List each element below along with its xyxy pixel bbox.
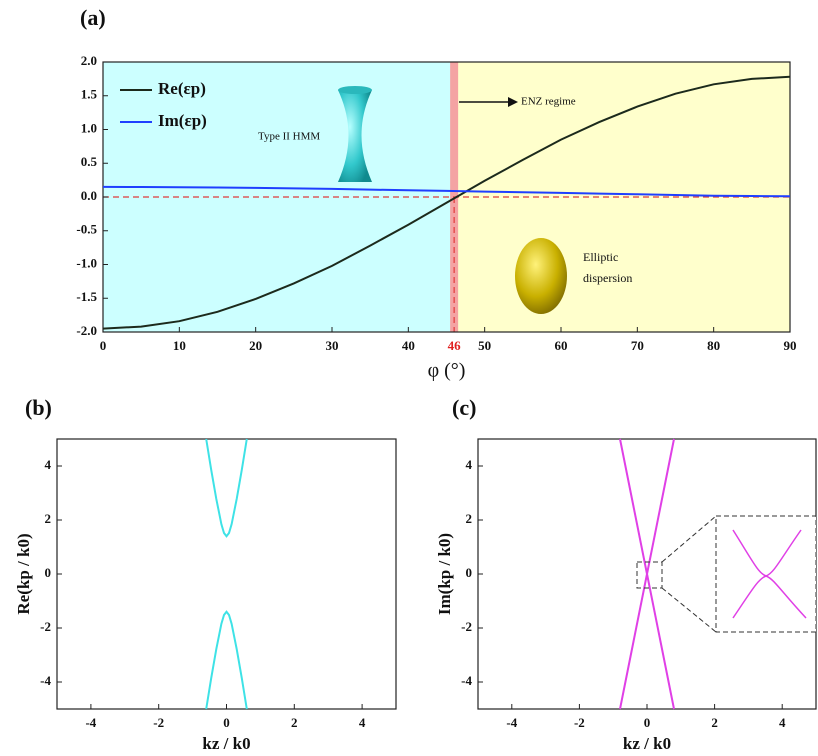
panel-title: (a) [80, 5, 106, 30]
highlight-label: 46 [448, 338, 462, 353]
x-tick-label: 0 [644, 715, 651, 730]
legend-label: Re(εp) [158, 79, 206, 98]
x-axis-label: φ (°) [428, 360, 466, 382]
ellipsoid-icon [515, 238, 567, 314]
y-tick-label: 1.0 [81, 120, 97, 135]
y-tick-label: -4 [461, 673, 472, 688]
y-tick-label: 4 [45, 457, 52, 472]
x-tick-label: 0 [223, 715, 230, 730]
annotation: dispersion [583, 271, 632, 285]
x-tick-label: 60 [555, 338, 568, 353]
x-tick-label: -4 [506, 715, 517, 730]
y-tick-label: -1.0 [76, 255, 97, 270]
x-tick-label: 50 [478, 338, 491, 353]
y-axis-label: Re(kp / k0) [14, 533, 33, 614]
figure: -2.0-1.5-1.0-0.50.00.51.01.52.0010203040… [0, 0, 818, 756]
y-tick-label: 0.5 [81, 154, 98, 169]
series-line [206, 612, 247, 709]
y-tick-label: -2 [40, 619, 51, 634]
y-tick-label: -0.5 [76, 222, 97, 237]
y-tick-label: -2.0 [76, 323, 97, 338]
x-tick-label: -2 [574, 715, 585, 730]
x-tick-label: 4 [779, 715, 786, 730]
inset [637, 516, 816, 632]
annotation: Type II HMM [258, 131, 320, 143]
plot-frame [57, 439, 396, 709]
x-tick-label: -4 [85, 715, 96, 730]
x-tick-label: 70 [631, 338, 644, 353]
legend-label: Im(εp) [158, 111, 207, 130]
x-tick-label: 2 [291, 715, 298, 730]
y-tick-label: 2 [466, 511, 473, 526]
annotation: Elliptic [583, 250, 618, 264]
x-axis-label: kz / k0 [623, 734, 671, 753]
panel: -4 -2 0 2 4 -4 -2 0 2 4 (b) kz / k0 Re(kp / k0) [14, 395, 396, 753]
series-line [206, 439, 247, 536]
y-tick-label: -1.5 [76, 289, 97, 304]
y-tick-label: 0 [466, 565, 473, 580]
x-tick-label: 90 [784, 338, 797, 353]
y-tick-label: 0 [45, 565, 52, 580]
y-tick-label: 0.0 [81, 188, 97, 203]
x-tick-label: 10 [173, 338, 186, 353]
x-tick-label: 80 [707, 338, 720, 353]
y-tick-label: 2.0 [81, 53, 97, 68]
x-tick-label: 30 [326, 338, 339, 353]
x-tick-label: 0 [100, 338, 107, 353]
y-axis-label: Im(kp / k0) [435, 533, 454, 615]
y-tick-label: 4 [466, 457, 473, 472]
x-axis-label: kz / k0 [202, 734, 250, 753]
y-tick-label: -2 [461, 619, 472, 634]
y-tick-label: -4 [40, 673, 51, 688]
annotation: ENZ regime [521, 96, 576, 108]
hyperboloid-top [338, 86, 372, 94]
x-tick-label: 20 [249, 338, 262, 353]
x-tick-label: 40 [402, 338, 415, 353]
panel-title: (c) [452, 395, 476, 420]
panel: -2.0 -1.5 -1.0 -0.5 0.0 0.5 1.0 1.5 2.0 0 10 20 30 40… [76, 5, 796, 382]
panel-title: (b) [25, 395, 52, 420]
y-tick-label: 2 [45, 511, 52, 526]
x-tick-label: 2 [711, 715, 718, 730]
x-tick-label: -2 [153, 715, 164, 730]
y-tick-label: 1.5 [81, 87, 98, 102]
x-tick-label: 4 [359, 715, 366, 730]
